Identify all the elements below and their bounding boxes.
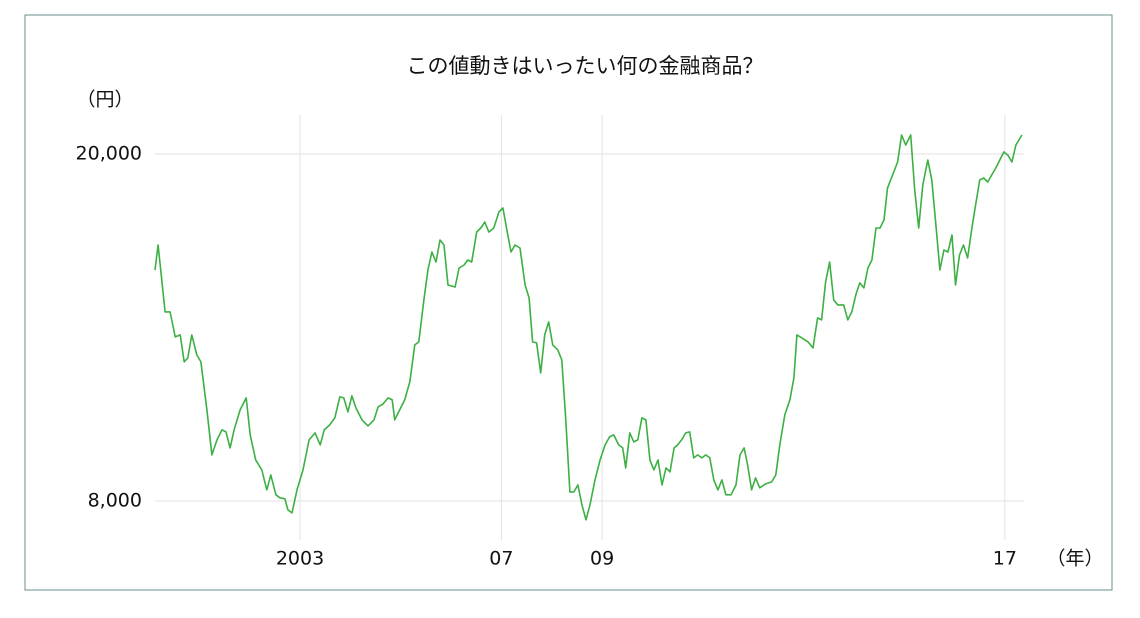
x-tick-label: 07 [489,548,513,570]
line-series [154,134,1023,521]
x-tick-label: 2003 [276,548,324,570]
y-tick-label: 20,000 [76,143,142,165]
x-axis-label: （年） [1046,548,1103,570]
x-tick-label: 09 [590,548,614,570]
chart-title: この値動きはいったい何の金融商品？ [407,54,764,78]
x-tick-label: 17 [993,548,1017,570]
y-axis-label: （円） [76,89,133,111]
chart-frame [24,14,1113,591]
y-tick-label: 8,000 [88,489,142,511]
